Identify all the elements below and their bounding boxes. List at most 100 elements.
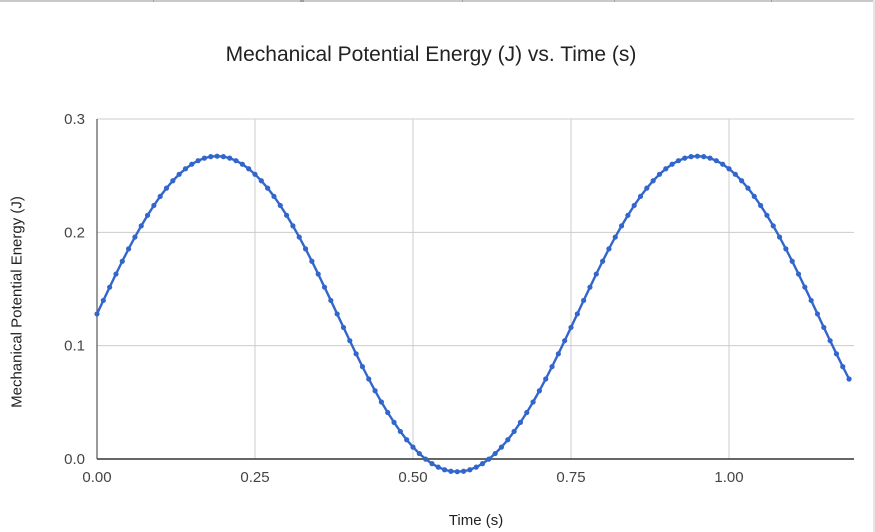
data-point	[663, 166, 669, 172]
data-point	[423, 456, 429, 462]
data-point	[701, 154, 707, 160]
window-top-rule	[0, 0, 875, 2]
data-point	[454, 469, 460, 475]
data-point	[460, 468, 467, 474]
data-point	[157, 193, 163, 200]
data-point	[201, 155, 208, 161]
data-point	[707, 155, 713, 161]
data-point	[309, 258, 315, 264]
data-point	[783, 246, 789, 252]
data-point	[473, 464, 479, 470]
data-point	[644, 185, 650, 191]
data-point	[739, 178, 745, 184]
data-point	[448, 468, 454, 474]
series-line	[95, 154, 851, 473]
top-rule-mark	[462, 0, 463, 2]
x-tick-label: 0.50	[398, 469, 427, 486]
x-axis-label: Time (s)	[448, 512, 504, 529]
data-point	[530, 399, 536, 405]
data-point	[600, 258, 606, 264]
data-point	[675, 158, 682, 164]
data-point	[113, 271, 119, 277]
data-point	[366, 376, 372, 382]
data-point	[435, 464, 441, 470]
data-point	[126, 246, 132, 252]
data-point	[492, 450, 498, 457]
data-point	[334, 311, 340, 317]
data-point	[328, 297, 334, 304]
data-point	[277, 202, 283, 209]
top-rule-mark	[153, 0, 154, 2]
y-tick-label: 0.1	[64, 338, 85, 355]
data-point	[720, 161, 726, 167]
data-point	[618, 223, 625, 229]
data-point	[562, 338, 568, 344]
data-point	[732, 171, 738, 177]
data-point	[517, 419, 524, 425]
data-point	[543, 376, 549, 382]
data-point	[138, 223, 144, 229]
data-point	[486, 456, 492, 462]
x-tick-label: 0.00	[82, 469, 111, 486]
data-point	[429, 461, 435, 467]
data-point	[372, 388, 378, 394]
data-point	[795, 271, 802, 277]
top-rule-mark	[771, 0, 772, 2]
data-point	[252, 171, 258, 177]
data-point	[479, 461, 486, 467]
data-point	[359, 364, 366, 370]
data-point	[391, 419, 397, 425]
data-point	[694, 153, 701, 159]
data-point	[170, 178, 176, 184]
data-point	[290, 223, 296, 229]
data-point	[258, 178, 264, 184]
data-point	[271, 193, 277, 200]
x-tick-label: 1.00	[714, 469, 743, 486]
data-point	[246, 166, 252, 172]
data-point	[410, 444, 416, 450]
data-point	[713, 158, 719, 164]
data-point	[688, 154, 694, 160]
data-point	[239, 161, 245, 167]
data-point	[416, 450, 422, 457]
data-point	[758, 202, 764, 209]
data-point	[751, 193, 757, 200]
data-point	[385, 409, 391, 416]
data-point	[682, 155, 688, 161]
data-point	[107, 284, 113, 290]
data-point	[656, 171, 663, 177]
data-point	[378, 399, 384, 405]
data-point	[745, 185, 751, 191]
data-point	[505, 437, 511, 443]
data-point	[536, 388, 543, 394]
data-point	[821, 324, 827, 331]
data-point	[195, 158, 201, 164]
data-point	[581, 297, 587, 304]
chart-title: Mechanical Potential Energy (J) vs. Time…	[225, 43, 637, 66]
data-point	[284, 212, 290, 218]
data-point	[568, 324, 574, 331]
data-point	[151, 202, 157, 209]
data-point	[442, 467, 448, 473]
data-point	[498, 444, 505, 450]
data-point	[606, 246, 612, 252]
top-rule-mark	[300, 0, 304, 2]
x-tick-label: 0.75	[556, 469, 585, 486]
y-tick-label: 0.3	[64, 111, 85, 128]
data-point	[726, 166, 732, 172]
data-point	[100, 297, 106, 304]
data-point	[296, 234, 302, 240]
data-point	[770, 223, 776, 229]
data-point	[574, 311, 580, 317]
data-point	[467, 467, 473, 473]
x-tick-label: 0.25	[240, 469, 269, 486]
data-point	[94, 311, 100, 317]
data-point	[802, 284, 808, 290]
data-point	[808, 297, 814, 304]
data-point	[789, 258, 795, 264]
data-point	[846, 376, 852, 382]
data-point	[637, 193, 644, 200]
data-point	[587, 284, 593, 290]
data-point	[833, 351, 840, 357]
